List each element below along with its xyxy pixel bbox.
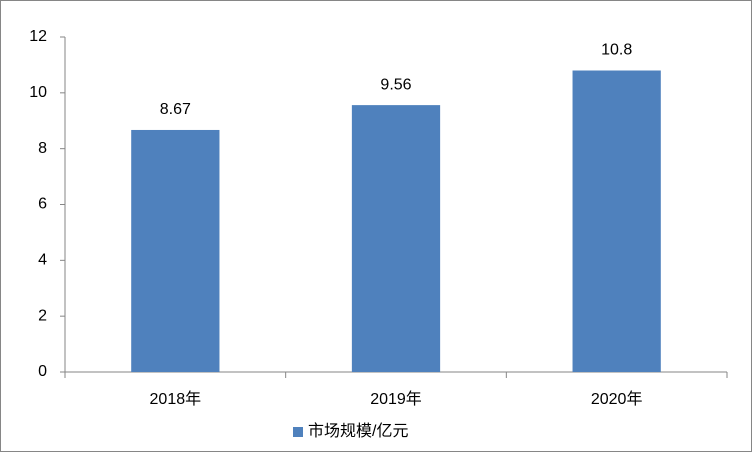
y-tick-label: 4 xyxy=(38,252,47,269)
bar xyxy=(351,105,441,372)
data-label: 10.8 xyxy=(601,42,632,59)
y-tick-label: 2 xyxy=(38,307,47,324)
x-tick-label: 2018年 xyxy=(150,390,202,408)
legend-swatch xyxy=(293,427,303,437)
legend-label: 市场规模/亿元 xyxy=(308,422,408,440)
x-tick-label: 2019年 xyxy=(370,390,422,408)
y-tick-label: 6 xyxy=(38,196,47,213)
bar xyxy=(572,70,661,372)
y-tick-label: 8 xyxy=(38,140,47,157)
x-tick-label: 2020年 xyxy=(591,390,643,408)
y-tick-label: 10 xyxy=(29,84,47,101)
data-label: 9.56 xyxy=(380,76,411,93)
y-tick-label: 0 xyxy=(38,363,47,380)
data-label: 8.67 xyxy=(160,101,191,118)
y-tick-label: 12 xyxy=(29,28,47,45)
bar xyxy=(131,129,220,372)
